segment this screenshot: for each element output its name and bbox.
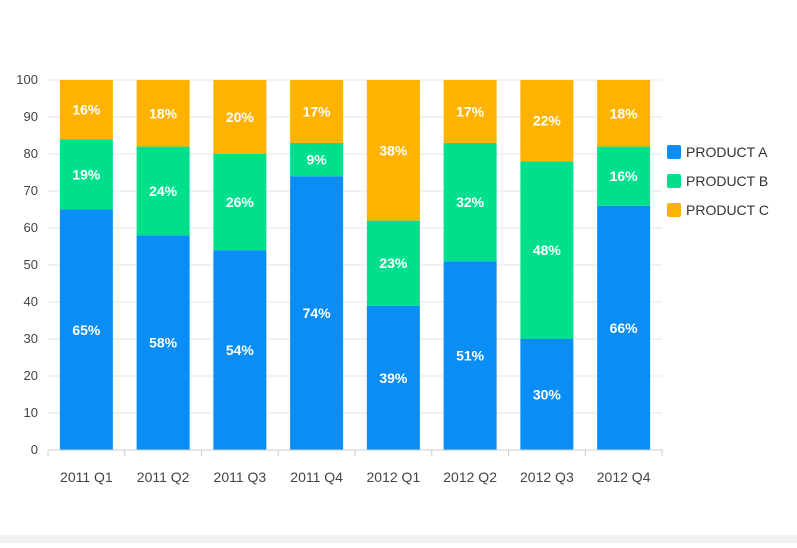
x-tick-label: 2012 Q2 xyxy=(443,469,497,485)
bar-segment[interactable] xyxy=(443,142,497,262)
legend-label: PRODUCT B xyxy=(686,172,769,189)
bar-segment[interactable] xyxy=(597,80,651,147)
bar-segment[interactable] xyxy=(59,139,113,210)
data-label: 22% xyxy=(533,113,562,129)
bar-segment[interactable] xyxy=(290,80,344,143)
data-label: 23% xyxy=(379,255,408,271)
legend-label: PRODUCT C xyxy=(686,201,769,218)
bar-segment[interactable] xyxy=(597,205,651,450)
data-label: 18% xyxy=(610,105,639,121)
y-tick-label: 0 xyxy=(31,442,38,457)
data-label: 54% xyxy=(226,342,255,358)
data-label: 66% xyxy=(610,320,639,336)
x-tick-label: 2011 Q3 xyxy=(214,469,267,485)
bar-segment[interactable] xyxy=(366,305,420,450)
data-label: 26% xyxy=(226,194,255,210)
legend-item-product-b[interactable]: PRODUCT B xyxy=(667,166,769,195)
bar-segment[interactable] xyxy=(443,261,497,450)
y-tick-label: 50 xyxy=(24,257,38,272)
y-tick-label: 60 xyxy=(24,220,38,235)
axes: 0 10 20 30 40 50 60 70 80 90 100 2011 Q1 2011 Q2 2011… xyxy=(16,72,663,485)
y-tick-label: 30 xyxy=(24,331,38,346)
bar-segment[interactable] xyxy=(213,80,267,154)
data-label: 74% xyxy=(303,305,332,321)
legend-swatch xyxy=(667,144,681,159)
legend-item-product-a[interactable]: PRODUCT A xyxy=(667,137,769,166)
legend-swatch xyxy=(667,173,681,188)
bar-segment[interactable] xyxy=(136,146,190,236)
legend-item-product-c[interactable]: PRODUCT C xyxy=(667,195,769,224)
legend: PRODUCT A PRODUCT B PRODUCT C xyxy=(667,137,769,224)
data-label: 48% xyxy=(533,242,562,258)
data-label: 65% xyxy=(72,322,101,338)
bar-segment[interactable] xyxy=(136,235,190,450)
data-label: 20% xyxy=(226,109,255,125)
data-label: 9% xyxy=(307,152,328,168)
y-tick-label: 100 xyxy=(16,72,38,87)
bar-segment[interactable] xyxy=(520,80,574,162)
y-tick-label: 80 xyxy=(24,146,38,161)
y-tick-label: 40 xyxy=(24,294,38,309)
y-tick-label: 10 xyxy=(24,405,38,420)
bar-segment[interactable] xyxy=(213,250,267,450)
bar-segment[interactable] xyxy=(290,142,344,177)
data-label: 58% xyxy=(149,335,178,351)
y-tick-label: 90 xyxy=(24,109,38,124)
x-tick-label: 2012 Q3 xyxy=(520,469,574,485)
bar-segment[interactable] xyxy=(443,80,497,143)
data-label: 38% xyxy=(379,142,408,158)
x-tick-label: 2011 Q4 xyxy=(290,469,343,485)
legend-swatch xyxy=(667,202,681,217)
data-label: 24% xyxy=(149,183,178,199)
data-label: 30% xyxy=(533,387,562,403)
data-label: 17% xyxy=(456,103,485,119)
bar-segment[interactable] xyxy=(366,80,420,221)
legend-label: PRODUCT A xyxy=(686,143,768,160)
x-tick-label: 2012 Q4 xyxy=(597,469,651,485)
x-tick-label: 2011 Q1 xyxy=(60,469,113,485)
data-label: 17% xyxy=(303,103,332,119)
data-label: 51% xyxy=(456,348,485,364)
bar-segment[interactable] xyxy=(597,146,651,206)
bar-segment[interactable] xyxy=(59,80,113,140)
bar-segment[interactable] xyxy=(59,209,113,451)
bar-segment[interactable] xyxy=(290,176,344,450)
data-label: 16% xyxy=(72,102,101,118)
bars xyxy=(59,80,651,451)
bar-segment[interactable] xyxy=(213,154,267,251)
bar-segment[interactable] xyxy=(136,80,190,147)
y-tick-label: 20 xyxy=(24,368,38,383)
x-tick-label: 2012 Q1 xyxy=(367,469,421,485)
data-label: 18% xyxy=(149,105,178,121)
x-tick-label: 2011 Q2 xyxy=(137,469,190,485)
data-label: 16% xyxy=(610,168,639,184)
bar-segment[interactable] xyxy=(366,220,420,306)
data-label: 19% xyxy=(72,166,101,182)
y-tick-label: 70 xyxy=(24,183,38,198)
data-label: 32% xyxy=(456,194,485,210)
data-label: 39% xyxy=(379,370,408,386)
data-labels: 65% 19% 16% 58% 24% 18% 54% 26% 20% 74% 9% 17% 39% 23… xyxy=(72,102,638,403)
bar-segment[interactable] xyxy=(520,339,574,450)
bar-segment[interactable] xyxy=(520,161,574,339)
footer-strip xyxy=(0,535,797,543)
